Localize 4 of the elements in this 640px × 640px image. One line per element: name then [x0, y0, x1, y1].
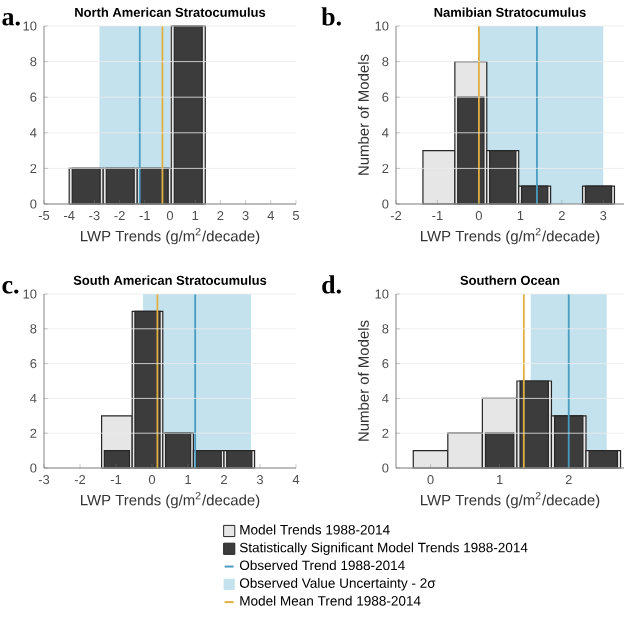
text: a. — [2, 13, 20, 26]
text: d. — [322, 275, 341, 294]
text: b. — [321, 7, 341, 26]
text: c. — [2, 281, 19, 294]
